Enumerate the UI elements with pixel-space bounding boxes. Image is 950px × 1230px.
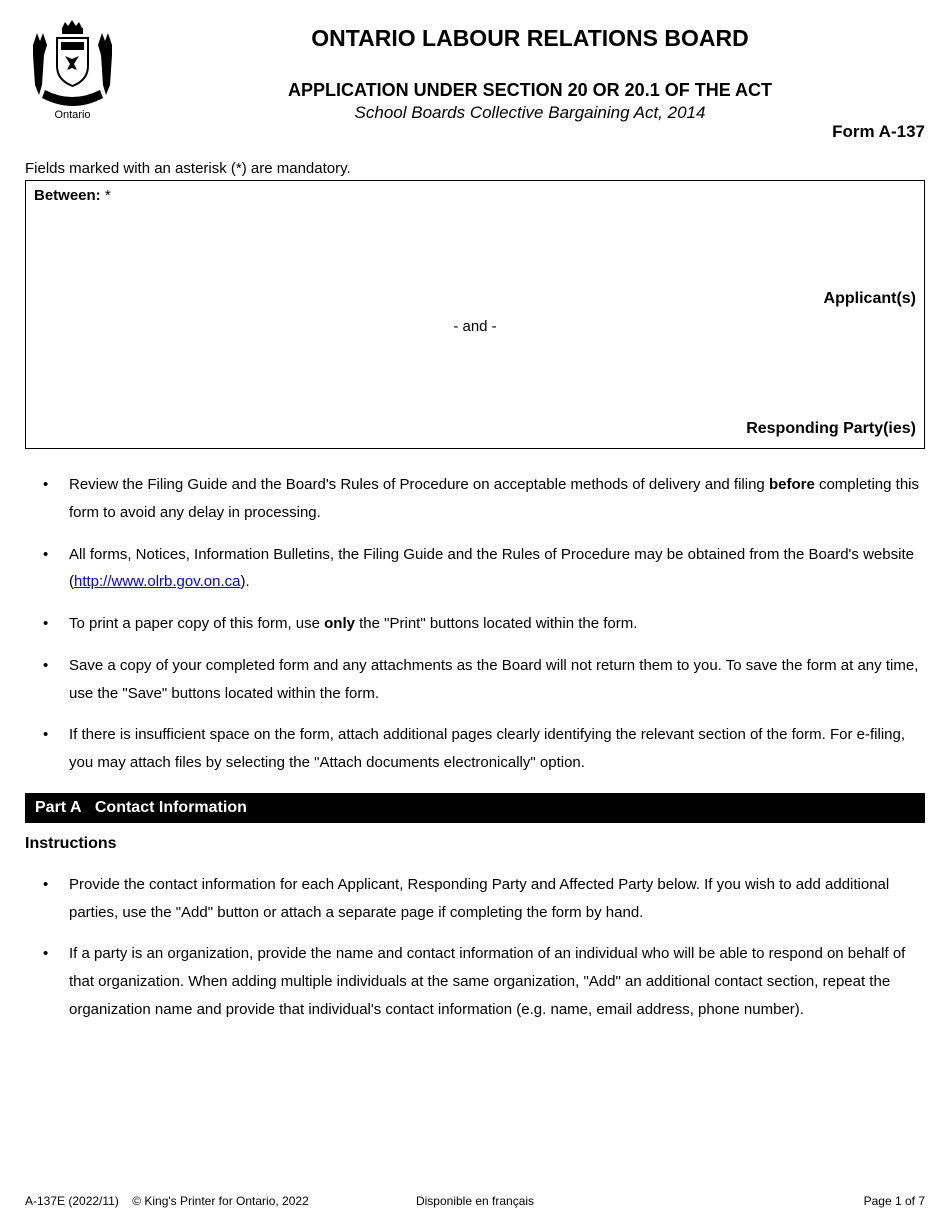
olrb-website-link[interactable]: http://www.olrb.gov.on.ca [74,573,240,590]
between-asterisk: * [105,187,111,204]
list-item: To print a paper copy of this form, use … [53,610,925,638]
footer-copyright: © King's Printer for Ontario, 2022 [132,1194,309,1208]
bullet-bold: only [324,615,355,632]
part-a-prefix: Part A [35,799,82,816]
bullet-text: ). [240,573,249,590]
responding-label: Responding Party(ies) [34,420,916,438]
and-label: - and - [34,318,916,335]
bullet-bold: before [769,476,815,493]
between-label-text: Between: [34,187,105,204]
instructions-label: Instructions [25,835,925,853]
logo-label: Ontario [54,109,90,121]
header-row: Ontario ONTARIO LABOUR RELATIONS BOARD A… [25,20,925,130]
form-id: Form A-137 [25,122,925,142]
footer-form-code: A-137E (2022/11) [25,1194,119,1208]
bullet-text: If there is insufficient space on the fo… [69,726,905,771]
between-label: Between: * [34,187,111,204]
list-item: Review the Filing Guide and the Board's … [53,471,925,527]
ontario-coat-of-arms-icon: Ontario [25,20,120,125]
part-a-title: Contact Information [95,799,247,816]
main-title: ONTARIO LABOUR RELATIONS BOARD [135,25,925,52]
main-bullet-list: Review the Filing Guide and the Board's … [25,471,925,777]
bullet-text: To print a paper copy of this form, use [69,615,324,632]
bullet-text: the "Print" buttons located within the f… [355,615,637,632]
footer-left: A-137E (2022/11) © King's Printer for On… [25,1194,309,1208]
list-item: All forms, Notices, Information Bulletin… [53,541,925,597]
bullet-text: Provide the contact information for each… [69,876,889,921]
bullet-text: Review the Filing Guide and the Board's … [69,476,769,493]
act-title: School Boards Collective Bargaining Act,… [135,103,925,123]
list-item: If there is insufficient space on the fo… [53,721,925,777]
bullet-text: If a party is an organization, provide t… [69,945,905,1018]
bullet-text: Save a copy of your completed form and a… [69,657,918,702]
footer-page-number: Page 1 of 7 [864,1194,925,1208]
list-item: Provide the contact information for each… [53,871,925,927]
logo-cell: Ontario [25,20,135,130]
applicant-label: Applicant(s) [34,290,916,308]
part-a-bullet-list: Provide the contact information for each… [25,871,925,1024]
sub-title: APPLICATION UNDER SECTION 20 OR 20.1 OF … [135,80,925,101]
between-box: Between: * Applicant(s) - and - Respondi… [25,180,925,449]
list-item: Save a copy of your completed form and a… [53,652,925,708]
header-text-block: ONTARIO LABOUR RELATIONS BOARD APPLICATI… [135,20,925,123]
list-item: If a party is an organization, provide t… [53,940,925,1023]
page-footer: A-137E (2022/11) © King's Printer for On… [25,1194,925,1208]
footer-center: Disponible en français [416,1194,534,1208]
mandatory-note: Fields marked with an asterisk (*) are m… [25,160,925,177]
part-a-header: Part A Contact Information [25,793,925,823]
